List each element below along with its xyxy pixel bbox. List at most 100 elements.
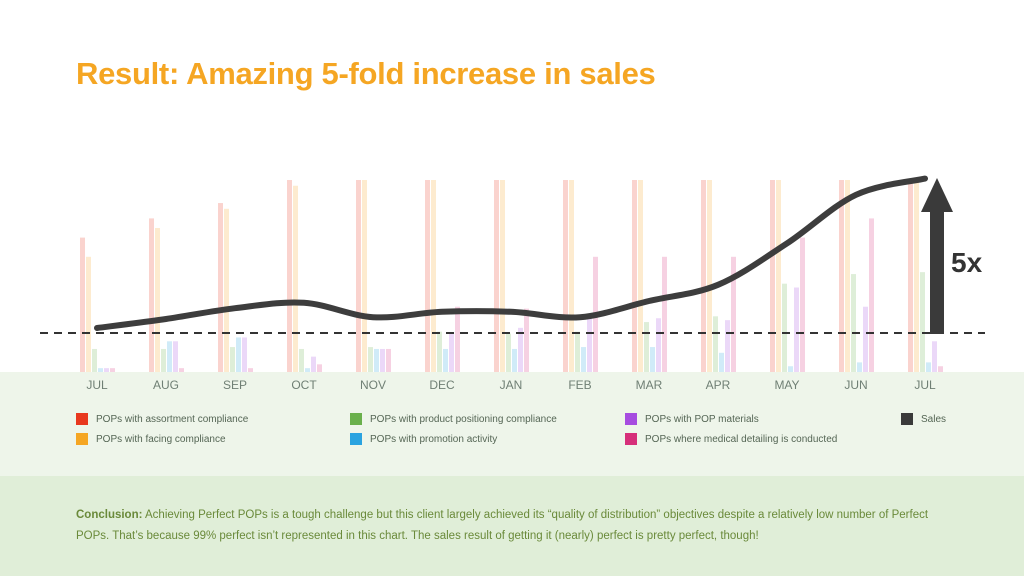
bar-6-mar-8 [662,256,667,372]
bar-3-feb-7 [575,331,580,372]
legend-band [0,372,1024,476]
x-tick-label: NOV [360,378,386,392]
x-tick-label: JUN [844,378,867,392]
legend-label: POPs with assortment compliance [96,413,249,425]
x-tick-label: DEC [429,378,455,392]
bar-5-jan-6 [518,327,523,372]
bar-6-may-10 [800,237,805,372]
bar-2-sep-2 [224,208,229,372]
conclusion-text: Conclusion: Achieving Perfect POPs is a … [76,505,956,547]
bar-1-oct-3 [287,180,292,372]
bar-5-jul-12 [932,341,937,372]
bar-5-dec-5 [449,333,454,372]
bar-4-oct-3 [305,368,310,372]
conclusion-lead: Conclusion: [76,509,143,521]
bar-3-aug-1 [161,348,166,372]
bar-2-oct-3 [293,185,298,372]
bar-2-feb-7 [569,180,574,372]
bar-1-jan-6 [494,180,499,372]
bar-5-mar-8 [656,318,661,372]
bar-6-sep-2 [248,368,253,372]
bar-3-oct-3 [299,348,304,372]
bar-2-dec-5 [431,180,436,372]
legend-label: POPs with facing compliance [96,433,226,445]
bar-5-nov-4 [380,348,385,372]
bar-5-jun-11 [863,306,868,372]
bar-1-jul-12 [908,180,913,372]
bar-4-jul-12 [926,362,931,372]
bar-4-feb-7 [581,347,586,372]
bar-3-jan-6 [506,333,511,372]
x-tick-label: MAR [636,378,663,392]
legend-item-sales: Sales [901,413,946,425]
legend-swatch [625,413,637,425]
x-tick-label: FEB [568,378,591,392]
bar-6-dec-5 [455,306,460,372]
bar-6-oct-3 [317,364,322,372]
bar-5-may-10 [794,287,799,372]
bar-2-mar-8 [638,180,643,372]
legend: POPs with assortment compliance POPs wit… [76,413,976,453]
bar-1-feb-7 [563,180,568,372]
legend-item-detailing: POPs where medical detailing is conducte… [625,433,837,445]
bar-3-dec-5 [437,331,442,372]
bar-1-may-10 [770,180,775,372]
bar-3-nov-4 [368,347,373,372]
bar-4-may-10 [788,366,793,372]
bar-1-dec-5 [425,180,430,372]
bar-6-apr-9 [731,256,736,372]
legend-item-materials: POPs with POP materials [625,413,759,425]
legend-swatch [625,433,637,445]
bar-3-mar-8 [644,322,649,372]
legend-label: Sales [921,413,947,425]
legend-label: POPs with POP materials [645,413,759,425]
x-tick-label: JAN [500,378,523,392]
bar-3-may-10 [782,283,787,372]
legend-swatch [76,413,88,425]
bar-6-aug-1 [179,368,184,372]
legend-swatch [901,413,913,425]
conclusion-body: Achieving Perfect POPs is a tough challe… [76,509,929,542]
bar-2-aug-1 [155,228,160,372]
bar-5-oct-3 [311,356,316,372]
bar-3-sep-2 [230,347,235,372]
x-tick-label: AUG [153,378,179,392]
legend-swatch [350,413,362,425]
bar-4-sep-2 [236,337,241,372]
multiplier-label: 5x [951,247,983,278]
bar-3-jul-12 [920,272,925,372]
x-tick-label: APR [706,378,731,392]
bar-5-feb-7 [587,318,592,372]
bar-4-jun-11 [857,362,862,372]
bar-2-jul-12 [914,180,919,372]
bar-2-may-10 [776,180,781,372]
bar-4-mar-8 [650,347,655,372]
bar-group [80,180,943,372]
bar-6-jul-0 [110,368,115,372]
bar-1-nov-4 [356,180,361,372]
bar-4-apr-9 [719,352,724,372]
page-title: Result: Amazing 5-fold increase in sales [76,56,656,91]
bar-2-jan-6 [500,180,505,372]
bar-1-aug-1 [149,218,154,372]
bar-5-aug-1 [173,341,178,372]
legend-label: POPs where medical detailing is conducte… [645,433,838,445]
legend-item-facing: POPs with facing compliance [76,433,226,445]
bar-6-jul-12 [938,366,943,372]
bar-3-apr-9 [713,316,718,372]
bar-5-apr-9 [725,320,730,372]
legend-item-assortment: POPs with assortment compliance [76,413,248,425]
bar-3-jun-11 [851,274,856,372]
bar-3-jul-0 [92,348,97,372]
x-tick-label: MAY [774,378,799,392]
bar-5-jul-0 [104,368,109,372]
x-tick-label: JUL [914,378,936,392]
increase-arrow [921,178,953,334]
bar-1-mar-8 [632,180,637,372]
bar-1-jul-0 [80,237,85,372]
bar-4-jul-0 [98,368,103,372]
legend-label: POPs with product positioning compliance [370,413,557,425]
x-tick-label: SEP [223,378,247,392]
bar-6-nov-4 [386,348,391,372]
